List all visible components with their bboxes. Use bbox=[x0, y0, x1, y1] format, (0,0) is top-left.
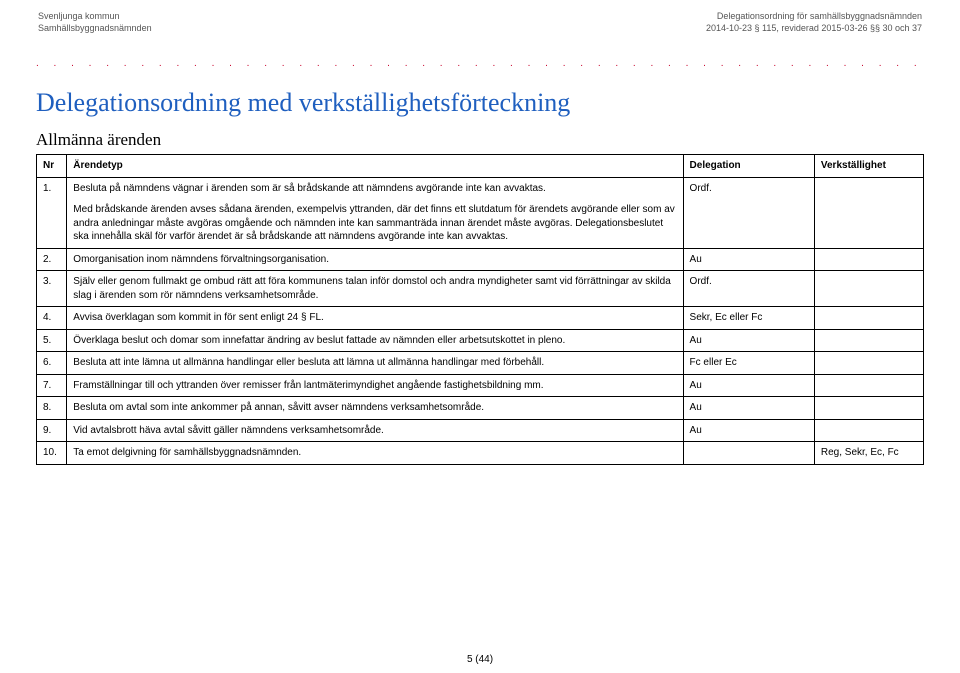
cell-delegation: Au bbox=[683, 248, 814, 271]
col-nr: Nr bbox=[37, 155, 67, 178]
cell-verk bbox=[814, 419, 923, 442]
cell-nr: 5. bbox=[37, 329, 67, 352]
cell-text: Avvisa överklagan som kommit in för sent… bbox=[67, 307, 683, 330]
cell-delegation: Ordf. bbox=[683, 271, 814, 307]
col-delegation: Delegation bbox=[683, 155, 814, 178]
cell-delegation: Ordf. bbox=[683, 177, 814, 248]
table-row: 6.Besluta att inte lämna ut allmänna han… bbox=[37, 352, 924, 375]
table-row: 3.Själv eller genom fullmakt ge ombud rä… bbox=[37, 271, 924, 307]
cell-verk bbox=[814, 307, 923, 330]
page-title: Delegationsordning med verkställighetsfö… bbox=[36, 88, 924, 118]
cell-nr: 3. bbox=[37, 271, 67, 307]
cell-verk: Reg, Sekr, Ec, Fc bbox=[814, 442, 923, 465]
table-row: 9.Vid avtalsbrott häva avtal såvitt gäll… bbox=[37, 419, 924, 442]
table-row: 7.Framställningar till och yttranden öve… bbox=[37, 374, 924, 397]
cell-nr: 6. bbox=[37, 352, 67, 375]
cell-delegation: Fc eller Ec bbox=[683, 352, 814, 375]
header-doc-date: 2014-10-23 § 115, reviderad 2015-03-26 §… bbox=[706, 22, 922, 34]
col-type: Ärendetyp bbox=[67, 155, 683, 178]
cell-text: Själv eller genom fullmakt ge ombud rätt… bbox=[67, 271, 683, 307]
cell-nr: 9. bbox=[37, 419, 67, 442]
cell-verk bbox=[814, 177, 923, 248]
cell-delegation: Sekr, Ec eller Fc bbox=[683, 307, 814, 330]
dotted-separator: . . . . . . . . . . . . . . . . . . . . … bbox=[36, 58, 924, 70]
cell-nr: 1. bbox=[37, 177, 67, 248]
cell-text: Omorganisation inom nämndens förvaltning… bbox=[67, 248, 683, 271]
cell-nr: 4. bbox=[37, 307, 67, 330]
cell-verk bbox=[814, 397, 923, 420]
table-header-row: Nr Ärendetyp Delegation Verkställighet bbox=[37, 155, 924, 178]
cell-nr: 7. bbox=[37, 374, 67, 397]
page-header: Svenljunga kommun Samhällsbyggnadsnämnde… bbox=[36, 10, 924, 40]
table-row: 5.Överklaga beslut och domar som innefat… bbox=[37, 329, 924, 352]
header-org: Svenljunga kommun bbox=[38, 10, 152, 22]
col-verk: Verkställighet bbox=[814, 155, 923, 178]
cell-delegation bbox=[683, 442, 814, 465]
cell-detail: Med brådskande ärenden avses sådana ären… bbox=[73, 203, 676, 244]
table-row: 4.Avvisa överklagan som kommit in för se… bbox=[37, 307, 924, 330]
section-subtitle: Allmänna ärenden bbox=[36, 130, 924, 150]
cell-text: Vid avtalsbrott häva avtal såvitt gäller… bbox=[67, 419, 683, 442]
cell-delegation: Au bbox=[683, 329, 814, 352]
cell-verk bbox=[814, 352, 923, 375]
cell-verk bbox=[814, 329, 923, 352]
page-number: 5 (44) bbox=[0, 654, 960, 665]
cell-nr: 10. bbox=[37, 442, 67, 465]
header-doc-title: Delegationsordning för samhällsbyggnadsn… bbox=[706, 10, 922, 22]
cell-verk bbox=[814, 248, 923, 271]
cell-text: Framställningar till och yttranden över … bbox=[67, 374, 683, 397]
table-row: 1.Besluta på nämndens vägnar i ärenden s… bbox=[37, 177, 924, 248]
table-row: 10.Ta emot delgivning för samhällsbyggna… bbox=[37, 442, 924, 465]
header-dept: Samhällsbyggnadsnämnden bbox=[38, 22, 152, 34]
cell-verk bbox=[814, 374, 923, 397]
cell-nr: 2. bbox=[37, 248, 67, 271]
cell-nr: 8. bbox=[37, 397, 67, 420]
table-row: 2.Omorganisation inom nämndens förvaltni… bbox=[37, 248, 924, 271]
delegation-table: Nr Ärendetyp Delegation Verkställighet 1… bbox=[36, 154, 924, 465]
cell-delegation: Au bbox=[683, 419, 814, 442]
cell-text: Besluta på nämndens vägnar i ärenden som… bbox=[67, 177, 683, 248]
cell-text: Överklaga beslut och domar som innefatta… bbox=[67, 329, 683, 352]
cell-delegation: Au bbox=[683, 374, 814, 397]
cell-verk bbox=[814, 271, 923, 307]
cell-text: Besluta om avtal som inte ankommer på an… bbox=[67, 397, 683, 420]
cell-text: Ta emot delgivning för samhällsbyggnadsn… bbox=[67, 442, 683, 465]
table-row: 8.Besluta om avtal som inte ankommer på … bbox=[37, 397, 924, 420]
cell-delegation: Au bbox=[683, 397, 814, 420]
cell-text: Besluta att inte lämna ut allmänna handl… bbox=[67, 352, 683, 375]
